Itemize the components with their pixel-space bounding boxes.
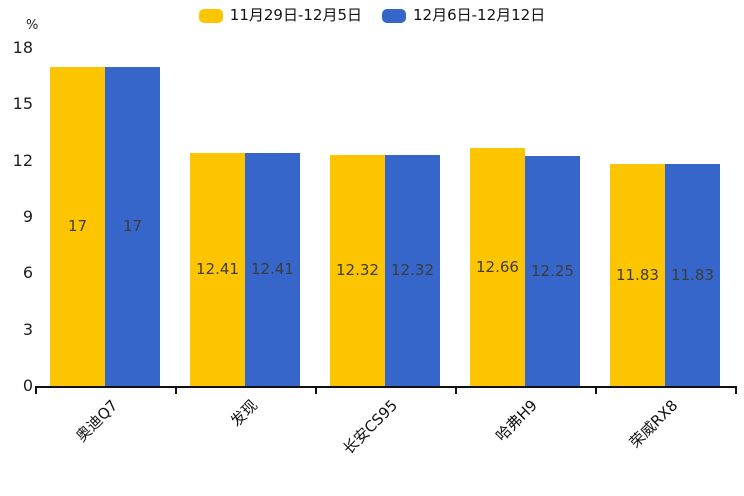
bar [245,152,300,386]
y-axis-tick-label: 9 [22,207,33,226]
bar-value-label: 11.83 [616,265,659,284]
bar [470,148,525,386]
bar-value-label: 11.83 [671,265,714,284]
y-axis-tick-label: 18 [12,38,33,57]
legend-label-week1: 11月29日-12月5日 [229,6,362,24]
legend-swatch-blue [382,8,406,23]
bar-value-label: 17 [122,217,143,236]
bar-value-label: 12.66 [476,258,519,277]
bar [330,154,385,386]
x-axis-category-label: 长安CS95 [339,396,402,458]
y-axis-tick-label: 12 [12,150,33,170]
x-axis-tick [595,388,597,394]
x-axis-category-label: 奥迪Q7 [71,396,122,446]
x-axis-tick [735,388,737,394]
bar [385,154,440,386]
x-axis-tick [455,388,457,394]
legend-item-week1[interactable]: 11月29日-12月5日 [198,6,362,24]
bar-value-label: 12.41 [251,260,294,279]
bar [525,155,580,386]
legend-item-week2[interactable]: 12月6日-12月12日 [382,8,545,23]
legend-label-week2: 12月6日-12月12日 [413,6,546,24]
bar [105,66,160,386]
y-axis-tick-label: 6 [22,263,33,283]
bar [610,163,665,386]
bar [50,66,105,386]
x-axis-category-label: 哈弗H9 [492,396,542,445]
bar-value-label: 12.25 [531,261,574,280]
x-axis-tick [175,388,177,394]
legend: 11月29日-12月5日 12月6日-12月12日 [0,8,744,23]
y-axis-unit-label: % [26,18,39,33]
y-axis-tick-label: 15 [12,94,33,114]
x-axis-tick [35,388,37,394]
x-axis-category-label: 发现 [227,396,262,431]
y-axis-tick-label: 0 [22,376,33,395]
bar-value-label: 12.32 [391,261,434,280]
bar-value-label: 12.41 [196,260,239,279]
y-axis-tick-label: 3 [22,319,33,339]
bar-value-label: 12.32 [336,261,379,280]
bar-value-label: 17 [67,217,88,236]
x-axis-tick [315,388,317,394]
bar [190,152,245,386]
bar [665,163,720,386]
legend-swatch-yellow [198,8,223,23]
x-axis-line [35,386,737,388]
x-axis-category-label: 荣威RX8 [625,396,682,452]
